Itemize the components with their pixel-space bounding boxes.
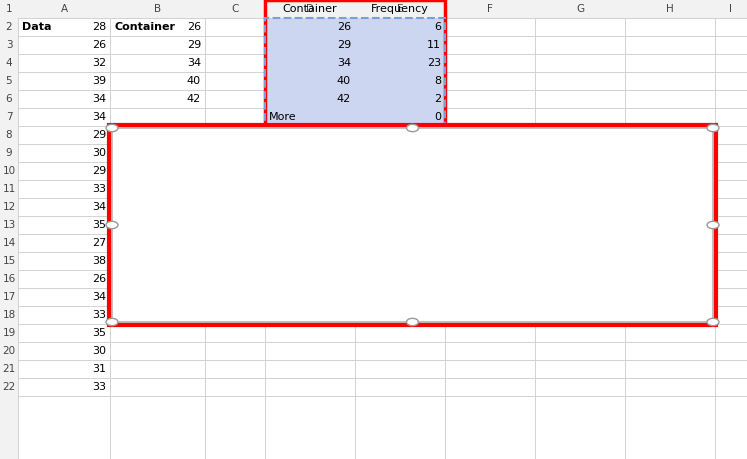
Text: H: H <box>666 4 674 14</box>
Text: C: C <box>232 4 239 14</box>
Bar <box>424 276 459 285</box>
Text: 8: 8 <box>6 130 12 140</box>
Text: 34: 34 <box>187 58 201 68</box>
Text: 14: 14 <box>2 238 16 248</box>
Text: 5: 5 <box>6 76 12 86</box>
Bar <box>297 188 332 285</box>
Text: 39: 39 <box>92 76 106 86</box>
Text: F: F <box>487 4 493 14</box>
Text: 29: 29 <box>187 40 201 50</box>
Text: 1: 1 <box>6 4 12 14</box>
Text: 42: 42 <box>337 94 351 104</box>
Text: 33: 33 <box>92 310 106 320</box>
Text: Container: Container <box>282 4 338 14</box>
Text: B: B <box>154 4 161 14</box>
Text: 31: 31 <box>92 364 106 374</box>
Text: 26: 26 <box>337 22 351 32</box>
Text: 23: 23 <box>427 58 441 68</box>
Text: 38: 38 <box>92 256 106 266</box>
Text: G: G <box>576 4 584 14</box>
Text: 29: 29 <box>337 40 351 50</box>
Text: 17: 17 <box>2 292 16 302</box>
Text: 3: 3 <box>6 40 12 50</box>
Text: 30: 30 <box>92 346 106 356</box>
Text: 2: 2 <box>434 94 441 104</box>
Bar <box>233 238 268 285</box>
Text: 0: 0 <box>434 112 441 122</box>
Text: 33: 33 <box>92 184 106 194</box>
Text: 27: 27 <box>92 238 106 248</box>
Text: 35: 35 <box>92 220 106 230</box>
Text: 20: 20 <box>2 346 16 356</box>
Title: Histogram: Histogram <box>302 138 391 153</box>
Text: 40: 40 <box>337 76 351 86</box>
Text: 34: 34 <box>337 58 351 68</box>
Text: 15: 15 <box>2 256 16 266</box>
Text: A: A <box>61 4 67 14</box>
Text: I: I <box>730 4 733 14</box>
Text: 4: 4 <box>6 58 12 68</box>
Text: Data: Data <box>22 22 52 32</box>
Text: 34: 34 <box>92 94 106 104</box>
Text: 19: 19 <box>2 328 16 338</box>
Text: D: D <box>306 4 314 14</box>
Text: 26: 26 <box>92 40 106 50</box>
Bar <box>170 259 205 285</box>
Text: 26: 26 <box>187 22 201 32</box>
Text: 9: 9 <box>6 148 12 158</box>
Text: 16: 16 <box>2 274 16 284</box>
Text: 33: 33 <box>92 382 106 392</box>
Text: E: E <box>397 4 403 14</box>
Text: Container: Container <box>114 22 175 32</box>
Text: 28: 28 <box>92 22 106 32</box>
Text: 32: 32 <box>92 58 106 68</box>
Text: 6: 6 <box>434 22 441 32</box>
Text: 18: 18 <box>2 310 16 320</box>
Text: More: More <box>269 112 297 122</box>
X-axis label: Container: Container <box>319 309 374 319</box>
Text: 10: 10 <box>2 166 16 176</box>
Text: 6: 6 <box>6 94 12 104</box>
Text: 34: 34 <box>92 202 106 212</box>
Y-axis label: Frequency: Frequency <box>114 192 124 250</box>
Text: 2: 2 <box>6 22 12 32</box>
Text: 8: 8 <box>434 76 441 86</box>
Text: 26: 26 <box>92 274 106 284</box>
Text: 34: 34 <box>92 292 106 302</box>
Text: 13: 13 <box>2 220 16 230</box>
Text: 35: 35 <box>92 328 106 338</box>
Text: 7: 7 <box>6 112 12 122</box>
Text: 40: 40 <box>187 76 201 86</box>
Text: 12: 12 <box>2 202 16 212</box>
Bar <box>360 251 395 285</box>
Text: Frequency: Frequency <box>371 4 429 14</box>
Text: 21: 21 <box>2 364 16 374</box>
Text: 42: 42 <box>187 94 201 104</box>
Text: 29: 29 <box>92 130 106 140</box>
Text: 30: 30 <box>92 148 106 158</box>
Text: 29: 29 <box>92 166 106 176</box>
Text: 11: 11 <box>2 184 16 194</box>
Text: 34: 34 <box>92 112 106 122</box>
Legend: Frequency: Frequency <box>565 211 650 231</box>
Text: 22: 22 <box>2 382 16 392</box>
Text: 11: 11 <box>427 40 441 50</box>
